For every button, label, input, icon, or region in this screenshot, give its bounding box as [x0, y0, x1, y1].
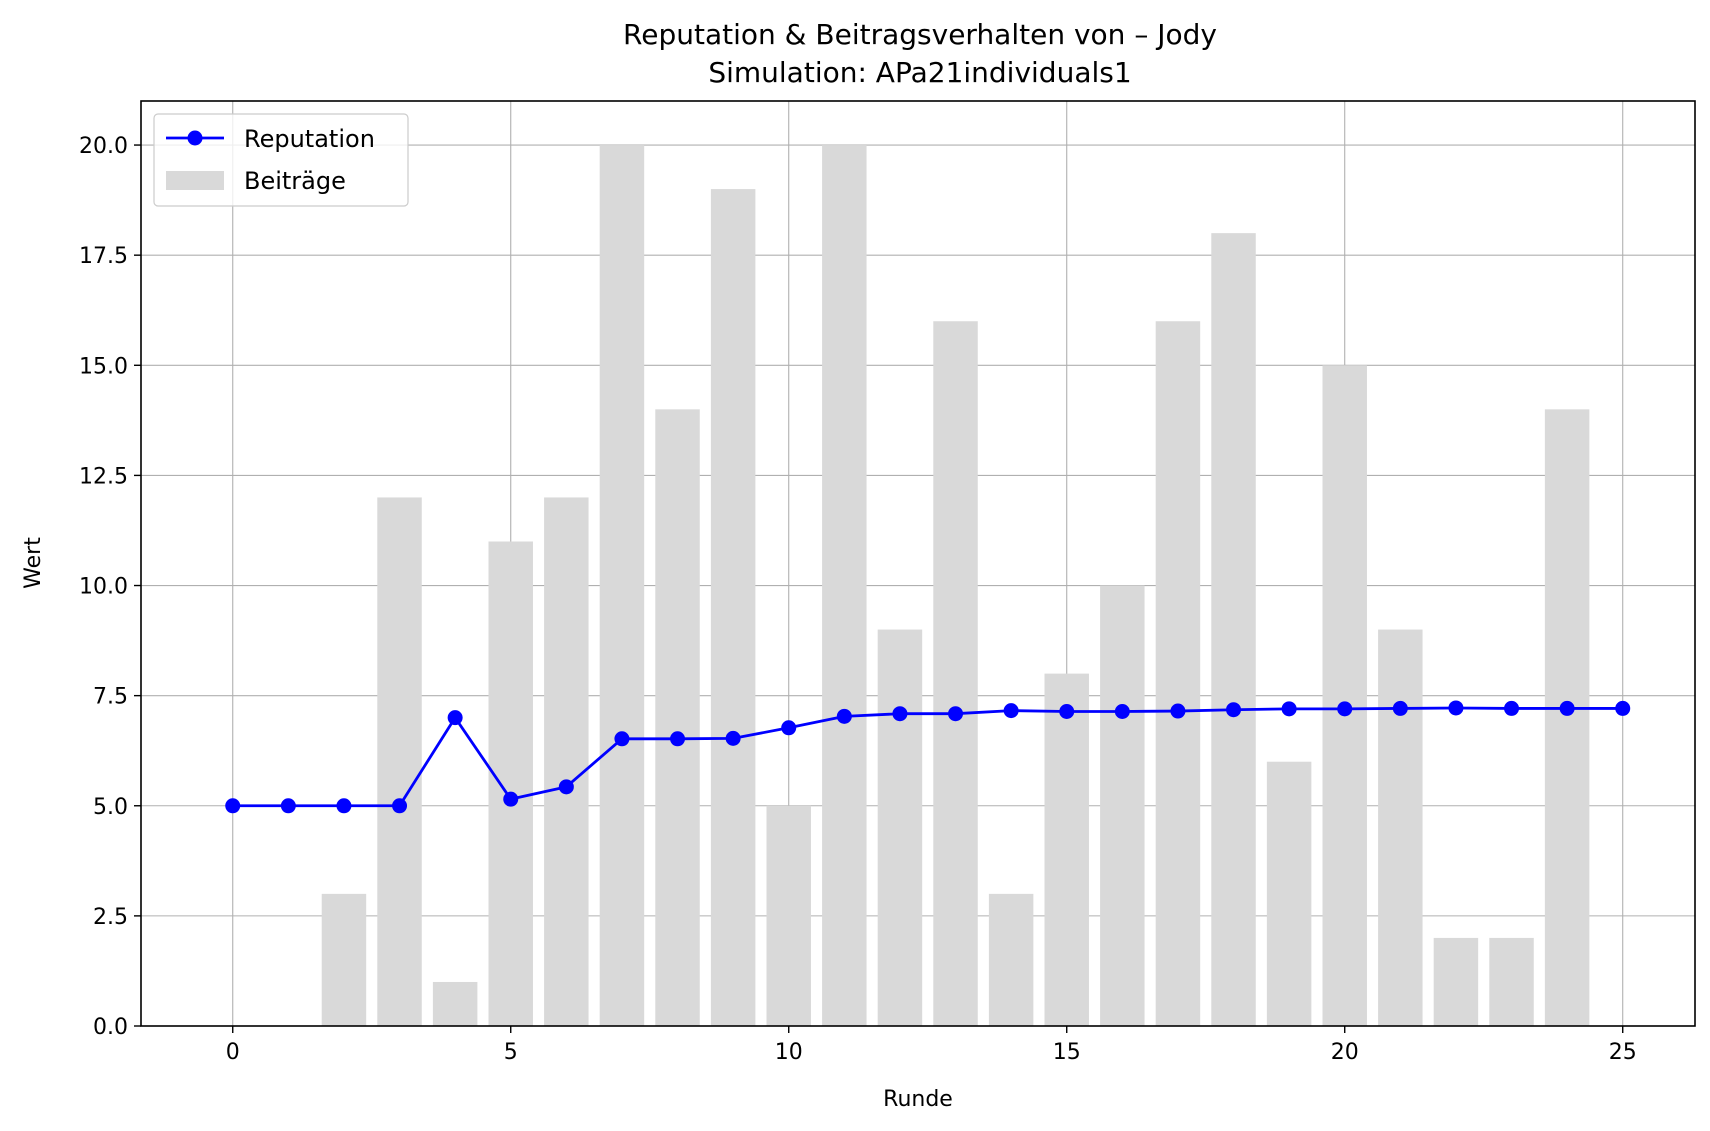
bar [544, 497, 589, 1026]
bar [1266, 761, 1312, 1026]
x-tick-label: 5 [504, 1040, 518, 1065]
bar [1044, 673, 1089, 1026]
reputation-point [558, 779, 574, 795]
y-tick-label: 7.5 [93, 685, 128, 710]
x-tick-label: 20 [1331, 1040, 1359, 1065]
bar-series-beitraege [321, 145, 1590, 1027]
bar [432, 981, 478, 1026]
reputation-point [725, 730, 741, 746]
x-axis-label: Runde [883, 1087, 953, 1112]
bar [1433, 937, 1479, 1026]
x-tick-label: 15 [1053, 1040, 1081, 1065]
reputation-point [781, 720, 797, 736]
y-tick-label: 2.5 [93, 905, 128, 930]
bar [377, 497, 422, 1026]
reputation-point [447, 710, 463, 726]
x-axis-ticks: 0 5 10 15 20 25 [226, 1026, 1637, 1065]
bar [1322, 365, 1367, 1026]
x-tick-label: 0 [226, 1040, 240, 1065]
reputation-point [1504, 700, 1520, 716]
bar [877, 629, 923, 1026]
bar [599, 145, 645, 1027]
bar [766, 805, 811, 1026]
axes-frame [140, 100, 1696, 1027]
bar [488, 541, 533, 1026]
bar [1211, 233, 1256, 1027]
reputation-point [1281, 701, 1297, 717]
reputation-point [1337, 701, 1353, 717]
bar [710, 189, 756, 1027]
bar [1100, 585, 1145, 1026]
chart-title: Reputation & Beitragsverhalten von – Jod… [623, 18, 1217, 51]
line-series-reputation [225, 700, 1631, 814]
y-tick-label: 17.5 [79, 244, 128, 269]
bar [321, 893, 367, 1026]
reputation-point [1059, 704, 1075, 719]
reputation-point [392, 798, 408, 814]
reputation-line [232, 706, 1623, 808]
reputation-point [1559, 700, 1575, 716]
legend-beitraege-label: Beiträge [244, 167, 346, 195]
reputation-point [1003, 703, 1019, 719]
reputation-point [1226, 702, 1242, 718]
reputation-point [1170, 703, 1186, 719]
reputation-point [892, 706, 908, 722]
legend-reputation-label: Reputation [244, 125, 375, 153]
bar [988, 893, 1034, 1026]
reputation-point [836, 708, 852, 724]
bar [1544, 409, 1590, 1026]
bar [1378, 629, 1423, 1026]
y-tick-label: 12.5 [79, 464, 128, 489]
y-tick-label: 15.0 [79, 354, 128, 379]
reputation-point [1615, 700, 1631, 716]
reputation-point [948, 706, 964, 722]
reputation-point [280, 798, 296, 814]
y-tick-label: 10.0 [79, 575, 128, 600]
y-axis-label: Wert [21, 537, 46, 589]
y-tick-label: 0.0 [93, 1015, 128, 1040]
bar [933, 321, 978, 1026]
reputation-point [1448, 700, 1464, 716]
y-tick-label: 20.0 [79, 134, 128, 159]
bar [822, 145, 867, 1027]
reputation-point [614, 731, 630, 747]
reputation-point [225, 798, 241, 814]
y-axis-ticks: 0.0 2.5 5.0 7.5 10.0 12.5 15.0 17.5 20.0 [79, 134, 141, 1040]
reputation-point [503, 791, 519, 807]
chart-subtitle: Simulation: APa21individuals1 [708, 56, 1131, 89]
x-tick-label: 25 [1609, 1040, 1637, 1065]
reputation-point [670, 731, 686, 747]
reputation-point [1114, 704, 1130, 719]
legend-beitraege-swatch [166, 171, 224, 190]
legend: Reputation Beiträge [153, 113, 409, 207]
bar [655, 409, 700, 1026]
legend-reputation-marker [187, 130, 203, 146]
bar [1155, 321, 1201, 1026]
bar [1489, 937, 1534, 1026]
x-tick-label: 10 [775, 1040, 803, 1065]
reputation-point [336, 798, 352, 814]
reputation-point [1392, 700, 1408, 716]
y-tick-label: 5.0 [93, 795, 128, 820]
